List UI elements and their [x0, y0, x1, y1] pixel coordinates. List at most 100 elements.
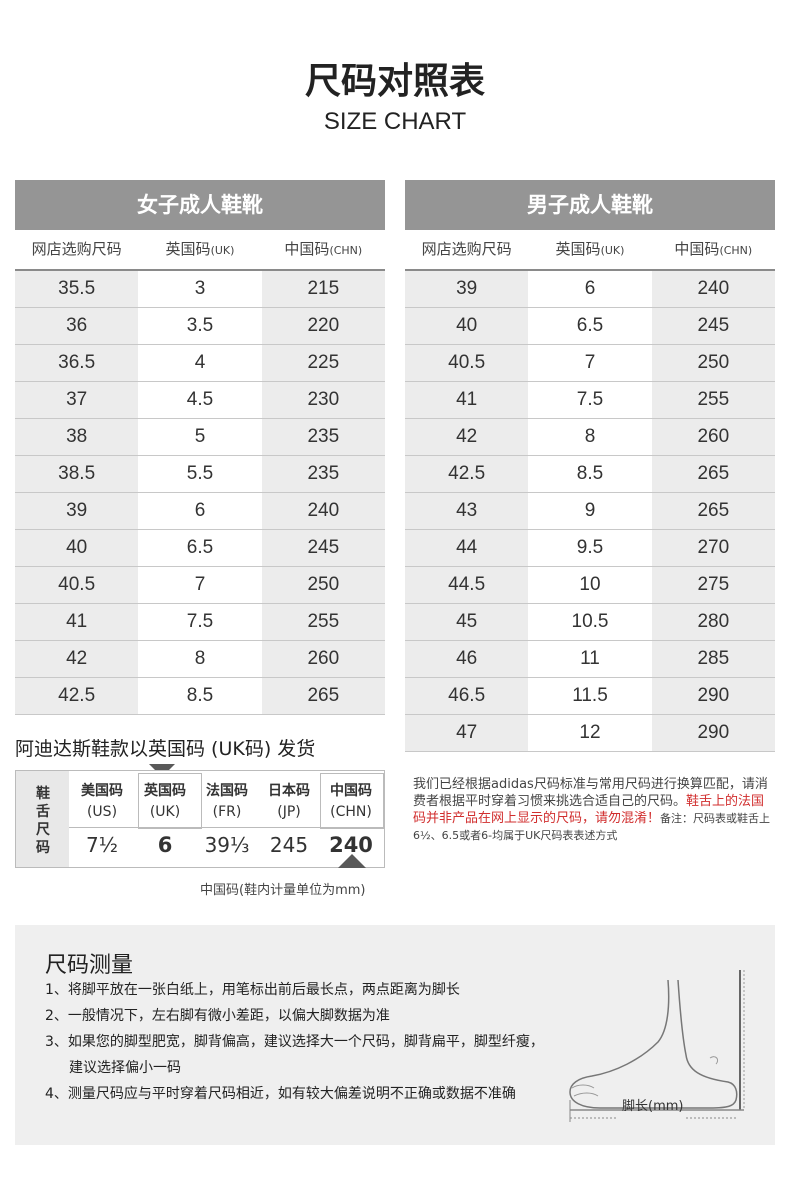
women-table-row: 39 6 240 [15, 493, 385, 530]
store-size-cell: 38 [15, 419, 139, 455]
uk-size-cell: 8.5 [528, 456, 652, 492]
tongue-col-chn: 中国码 (CHN) 240 [320, 771, 382, 867]
store-size-cell: 40 [15, 530, 139, 566]
women-col-chn: 中国码(CHN) [284, 240, 363, 258]
chn-size-cell: 265 [261, 678, 385, 714]
uk-size-cell: 6.5 [138, 530, 262, 566]
uk-size-cell: 11.5 [528, 678, 652, 714]
store-size-cell: 36 [15, 308, 139, 344]
store-size-cell: 40 [405, 308, 529, 344]
chn-size-cell: 290 [651, 678, 775, 714]
tongue-col-us: 美国码 (US) 7½ [71, 771, 133, 867]
store-size-cell: 42.5 [15, 678, 139, 714]
store-size-cell: 38.5 [15, 456, 139, 492]
men-col-uk: 英国码(UK) [555, 240, 625, 258]
men-table-row: 43 9 265 [405, 493, 775, 530]
tongue-value-uk: 6 [157, 833, 173, 857]
chn-size-cell: 255 [651, 382, 775, 418]
store-size-cell: 43 [405, 493, 529, 529]
men-size-table: 男子成人鞋靴 网店选购尺码 英国码(UK) 中国码(CHN) 39 6 240 40 6… [405, 180, 775, 752]
women-size-table: 女子成人鞋靴 网店选购尺码 英国码(UK) 中国码(CHN) 35.5 3 215 3… [15, 180, 385, 715]
uk-size-cell: 4 [138, 345, 262, 381]
chn-size-cell: 250 [261, 567, 385, 603]
shipping-note: 阿迪达斯鞋款以英国码 (UK码) 发货 [15, 738, 316, 760]
women-table-row: 38.5 5.5 235 [15, 456, 385, 493]
uk-size-cell: 11 [528, 641, 652, 677]
chn-size-cell: 235 [261, 456, 385, 492]
uk-size-cell: 6 [138, 493, 262, 529]
chn-size-cell: 245 [261, 530, 385, 566]
foot-outline-icon [569, 970, 745, 1122]
store-size-cell: 41 [15, 604, 139, 640]
note-warning: 鞋舌上的法国码并非产品在网上显示的尺码，请勿混淆！ [413, 794, 765, 826]
uk-size-cell: 8.5 [138, 678, 262, 714]
men-table-row: 44.5 10 275 [405, 567, 775, 604]
chn-size-cell: 220 [261, 308, 385, 344]
men-table-row: 44 9.5 270 [405, 530, 775, 567]
store-size-cell: 35.5 [15, 271, 139, 307]
uk-size-cell: 7 [138, 567, 262, 603]
page-title: 尺码对照表 [304, 61, 485, 102]
women-column-headers: 网店选购尺码 英国码(UK) 中国码(CHN) [15, 230, 385, 271]
men-table-row: 45 10.5 280 [405, 604, 775, 641]
store-size-cell: 44.5 [405, 567, 529, 603]
uk-size-cell: 8 [138, 641, 262, 677]
store-size-cell: 45 [405, 604, 529, 640]
women-table-row: 40.5 7 250 [15, 567, 385, 604]
store-size-cell: 42 [405, 419, 529, 455]
chn-highlight-box [320, 773, 384, 829]
women-table-row: 36 3.5 220 [15, 308, 385, 345]
tongue-value-jp: 245 [269, 833, 309, 857]
chn-pointer-arrow-icon [338, 854, 366, 868]
tongue-label-table: 鞋舌尺码 美国码 (US) 7½ 英国码 (UK) 6 法国码 (FR) 39⅓ 日本… [15, 770, 385, 868]
store-size-cell: 40.5 [15, 567, 139, 603]
uk-size-cell: 8 [528, 419, 652, 455]
women-table-row: 37 4.5 230 [15, 382, 385, 419]
chn-size-cell: 275 [651, 567, 775, 603]
uk-size-cell: 5 [138, 419, 262, 455]
women-table-row: 38 5 235 [15, 419, 385, 456]
measurement-title: 尺码测量 [45, 953, 134, 978]
store-size-cell: 47 [405, 715, 529, 751]
measurement-step: 3、如果您的脚型肥宽，脚背偏高，建议选择大一个尺码，脚背扁平，脚型纤瘦，建议选择… [45, 1034, 544, 1076]
women-table-row: 42.5 8.5 265 [15, 678, 385, 715]
uk-size-cell: 7.5 [528, 382, 652, 418]
chn-size-cell: 245 [651, 308, 775, 344]
men-table-row: 40 6.5 245 [405, 308, 775, 345]
chn-size-cell: 255 [261, 604, 385, 640]
chn-size-cell: 270 [651, 530, 775, 566]
chn-size-cell: 265 [651, 493, 775, 529]
men-table-row: 46 11 285 [405, 641, 775, 678]
chn-size-cell: 240 [261, 493, 385, 529]
chn-size-cell: 235 [261, 419, 385, 455]
chn-size-cell: 215 [261, 271, 385, 307]
tongue-side-label: 鞋舌尺码 [16, 771, 69, 867]
women-col-store-size: 网店选购尺码 [31, 240, 122, 258]
foot-diagram: 脚长(mm) [560, 960, 760, 1135]
page-subtitle: SIZE CHART [323, 108, 467, 135]
store-size-cell: 44 [405, 530, 529, 566]
measurement-section: 尺码测量 1、将脚平放在一张白纸上，用笔标出前后最长点，两点距离为脚长 2、一般… [15, 925, 775, 1145]
uk-size-cell: 4.5 [138, 382, 262, 418]
men-col-store-size: 网店选购尺码 [421, 240, 512, 258]
uk-size-cell: 10 [528, 567, 652, 603]
uk-size-cell: 12 [528, 715, 652, 751]
chn-size-cell: 250 [651, 345, 775, 381]
uk-size-cell: 9.5 [528, 530, 652, 566]
note-remark: 备注：尺码表或鞋舌上6½、6.5或者6-均属于UK尺码表表述方式 [413, 812, 771, 842]
women-table-row: 35.5 3 215 [15, 271, 385, 308]
chn-size-cell: 290 [651, 715, 775, 751]
women-table-row: 42 8 260 [15, 641, 385, 678]
men-table-row: 47 12 290 [405, 715, 775, 752]
chn-size-cell: 225 [261, 345, 385, 381]
store-size-cell: 42.5 [405, 456, 529, 492]
store-size-cell: 39 [15, 493, 139, 529]
tongue-value-chn: 240 [329, 833, 373, 857]
store-size-cell: 41 [405, 382, 529, 418]
store-size-cell: 46.5 [405, 678, 529, 714]
measurement-steps: 1、将脚平放在一张白纸上，用笔标出前后最长点，两点距离为脚长 2、一般情况下，左… [45, 977, 555, 1107]
tongue-col-jp: 日本码 (JP) 245 [258, 771, 320, 867]
chn-size-cell: 285 [651, 641, 775, 677]
chn-size-cell: 260 [651, 419, 775, 455]
store-size-cell: 42 [15, 641, 139, 677]
